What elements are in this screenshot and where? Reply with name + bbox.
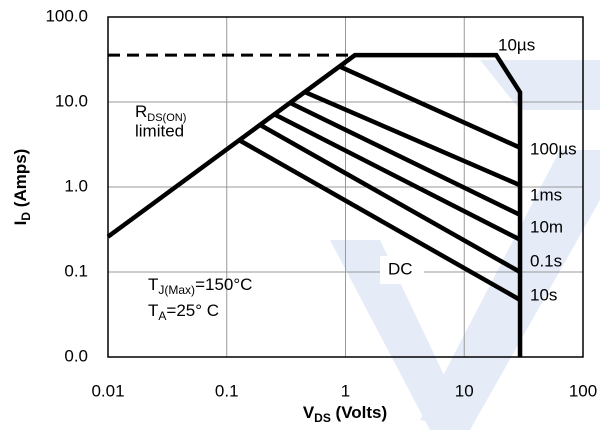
y-tick-label: 10.0: [55, 91, 88, 110]
y-axis-label: ID (Amps): [11, 149, 33, 226]
soa-line: [239, 138, 522, 302]
x-axis-label-rest: (Volts): [331, 403, 387, 422]
tj-label-rest: =150°C: [195, 275, 252, 294]
x-axis-label: VDS (Volts): [303, 403, 387, 425]
ta-label-sub: A: [158, 309, 166, 323]
watermark-shape: [330, 240, 470, 430]
tj-label: TJ(Max)=150°C: [148, 275, 252, 297]
tj-label-sub: J(Max): [158, 283, 195, 297]
x-axis-label-main: V: [303, 403, 315, 422]
watermark-shape: [420, 150, 600, 430]
series-label: 10µs: [498, 35, 535, 54]
x-tick-label: 100: [569, 381, 597, 400]
x-axis-label-sub: DS: [314, 411, 331, 425]
series-label: 0.1s: [530, 251, 562, 270]
ta-label: TA=25° C: [148, 301, 219, 323]
ta-label-main: T: [148, 301, 158, 320]
soa-line: [339, 64, 521, 150]
series-label: 10m: [530, 217, 563, 236]
soa-line: [258, 122, 522, 274]
y-axis-label-main: I: [11, 221, 30, 226]
x-tick-label: 0.01: [91, 381, 124, 400]
soa-line: [106, 52, 523, 357]
rds-label-main: R: [135, 102, 147, 121]
ta-label-rest: =25° C: [166, 301, 219, 320]
soa-line: [304, 90, 521, 188]
rds-label: RDS(ON): [135, 102, 186, 123]
y-tick-label: 1.0: [64, 176, 88, 195]
tj-label-main: T: [148, 275, 158, 294]
y-axis-label-rest: (Amps): [11, 149, 30, 212]
rds-label-sub: DS(ON): [147, 112, 186, 124]
x-tick-label: 10: [455, 381, 474, 400]
y-tick-label: 0.0: [64, 346, 88, 365]
x-tick-label: 0.1: [215, 381, 239, 400]
series-label: 100µs: [530, 139, 577, 158]
rds-limited: limited: [135, 121, 184, 140]
soa-line: [272, 112, 522, 242]
y-axis-label-sub: D: [19, 212, 33, 221]
x-tick-label: 1: [341, 381, 350, 400]
soa-line: [288, 100, 522, 217]
series-label: DC: [388, 259, 413, 278]
series-label: 10s: [530, 285, 557, 304]
label-box: [380, 256, 424, 284]
y-tick-label: 0.1: [64, 261, 88, 280]
y-tick-label: 100.0: [45, 6, 88, 25]
watermark: [330, 60, 600, 430]
plot-frame: [107, 16, 584, 358]
series-label: 1ms: [530, 185, 562, 204]
